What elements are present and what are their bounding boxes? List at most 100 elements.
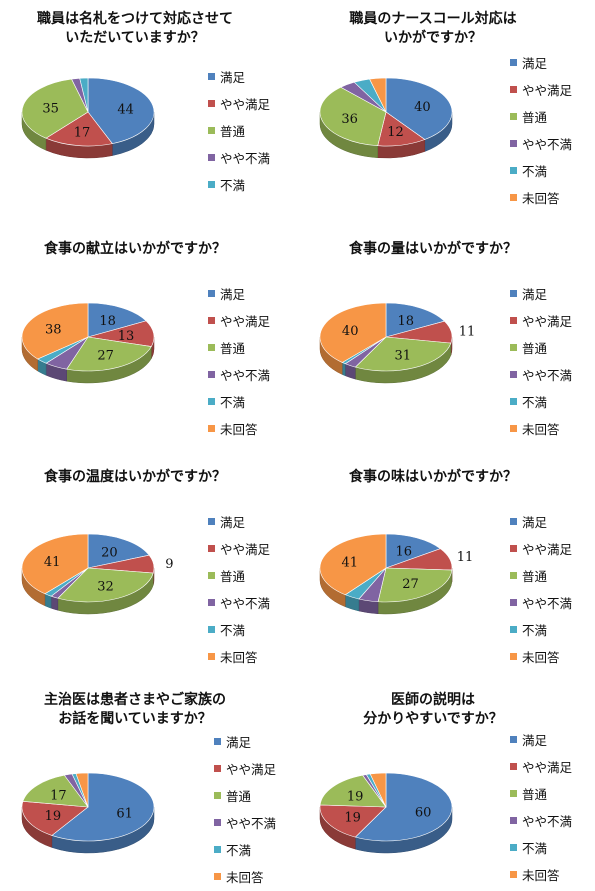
data-label: 19 [344,811,361,826]
chart-title: 職員は名札をつけて対応させて いただいていますか？ [0,10,270,48]
legend-swatch [510,817,517,824]
legend-label: やや満足 [522,83,573,98]
legend-swatch [208,371,215,378]
chart-panel-nurse-call: 職員のナースコール対応は いかがですか？ 40 12 36 満足 やや満足 普通 やや不満… [298,0,595,220]
legend-item: やや満足 [214,755,276,782]
data-label: 19 [347,789,364,804]
legend-item: やや満足 [208,307,270,334]
data-label: 60 [415,806,432,821]
pie-slice [87,533,150,569]
legend-label: 普通 [522,787,548,802]
legend-label: 満足 [220,287,246,302]
legend-label: やや満足 [226,762,277,777]
legend-swatch [214,765,221,772]
legend-swatch [510,425,517,432]
legend-swatch [214,873,221,880]
legend-item: 未回答 [208,415,270,442]
data-label: 40 [342,324,359,339]
legend-swatch [208,181,215,188]
legend-label: 普通 [226,789,252,804]
legend-swatch [510,167,517,174]
pie-slice [57,567,154,603]
legend-swatch [510,194,517,201]
legend: 満足 やや満足 普通 やや不満 不満 [208,63,270,198]
legend-item: 不満 [510,616,572,643]
legend-item: やや不満 [510,589,572,616]
pie-slice [319,533,387,596]
chart-panel-doctor-explains: 医師の説明は 分かりやすいですか？ 60 19 19 満足 やや満足 普通 やや不満 不満未… [298,688,595,891]
legend-label: やや満足 [220,542,271,557]
legend-item: 普通 [510,780,572,807]
data-label: 12 [387,125,404,140]
data-label: 11 [457,550,474,565]
chart-title: 食事の味はいかがですか？ [298,468,568,487]
chart-title-line: いただいていますか？ [65,30,205,46]
pie-slice [385,77,453,140]
chart-panel-menu: 食事の献立はいかがですか？ 18 13 27 38 満足 やや満足 普通 やや不満 不満 未回答 [0,230,297,450]
legend-label: 不満 [522,395,548,410]
legend-label: 不満 [226,843,252,858]
legend-item: 普通 [208,334,270,361]
legend-swatch [214,819,221,826]
legend-item: 普通 [510,103,572,130]
legend-swatch [510,736,517,743]
legend-item: 不満 [208,388,270,415]
legend-item: 普通 [214,782,276,809]
legend-label: やや満足 [522,542,573,557]
chart-panel-temperature: 食事の温度はいかがですか？ 20 9 32 41 満足 やや満足 普通 やや不満 不満 未回答 [0,458,297,678]
legend-item: やや満足 [510,307,572,334]
legend-item: やや不満 [510,361,572,388]
pie-slice [369,772,387,808]
legend: 満足 やや満足 普通 やや不満 不満 未回答 [208,280,270,442]
legend-label: やや不満 [220,596,271,611]
data-label: 17 [50,789,67,804]
legend-swatch [208,317,215,324]
pie-slice [79,77,89,113]
legend-item: 普通 [208,562,270,589]
legend-swatch [208,154,215,161]
data-label: 13 [118,329,135,344]
legend-label: やや満足 [522,314,573,329]
pie-chart: 44 17 35 [21,77,155,159]
pie-slice [319,86,387,147]
pie-chart: 60 19 19 [319,772,453,854]
legend-label: 未回答 [522,422,560,437]
legend-swatch [510,344,517,351]
legend-label: 不満 [220,623,246,638]
legend-label: 未回答 [220,422,258,437]
legend-label: 未回答 [226,870,264,885]
pie-slice [87,302,147,338]
legend-swatch [510,317,517,324]
pie-slice [66,336,152,372]
legend-item: 不満 [208,616,270,643]
legend-item: やや満足 [510,535,572,562]
data-label: 32 [97,580,114,595]
legend-swatch [510,790,517,797]
legend-item: やや満足 [510,753,572,780]
legend-label: やや不満 [226,816,277,831]
data-label: 9 [165,557,173,572]
chart-title-line: 分かりやすいですか？ [363,711,503,727]
data-label: 27 [402,577,419,592]
data-label: 44 [117,102,134,117]
legend-item: やや不満 [510,130,572,157]
legend-item: 未回答 [510,643,572,670]
pie-slice [319,774,387,808]
pie-slice [21,533,89,595]
chart-panel-taste: 食事の味はいかがですか？ 16 11 27 41 満足 やや満足 普通 やや不満 不満 未回答 [298,458,595,678]
legend-label: やや満足 [220,97,271,112]
legend-swatch [510,86,517,93]
chart-panel-nametag: 職員は名札をつけて対応させて いただいていますか？ 44 17 35 満足 やや満足普… [0,0,297,220]
legend-item: 満足 [510,280,572,307]
pie-chart: 18 11 31 40 [319,302,475,384]
pie-slice [21,78,89,139]
pie-slice [21,302,89,360]
data-label: 18 [398,314,415,329]
legend-swatch [510,763,517,770]
chart-title-line: 食事の味はいかがですか？ [349,469,517,485]
legend-label: 満足 [522,515,548,530]
data-label: 31 [394,349,411,364]
legend-item: やや不満 [214,809,276,836]
legend-label: 不満 [220,395,246,410]
legend-swatch [208,290,215,297]
